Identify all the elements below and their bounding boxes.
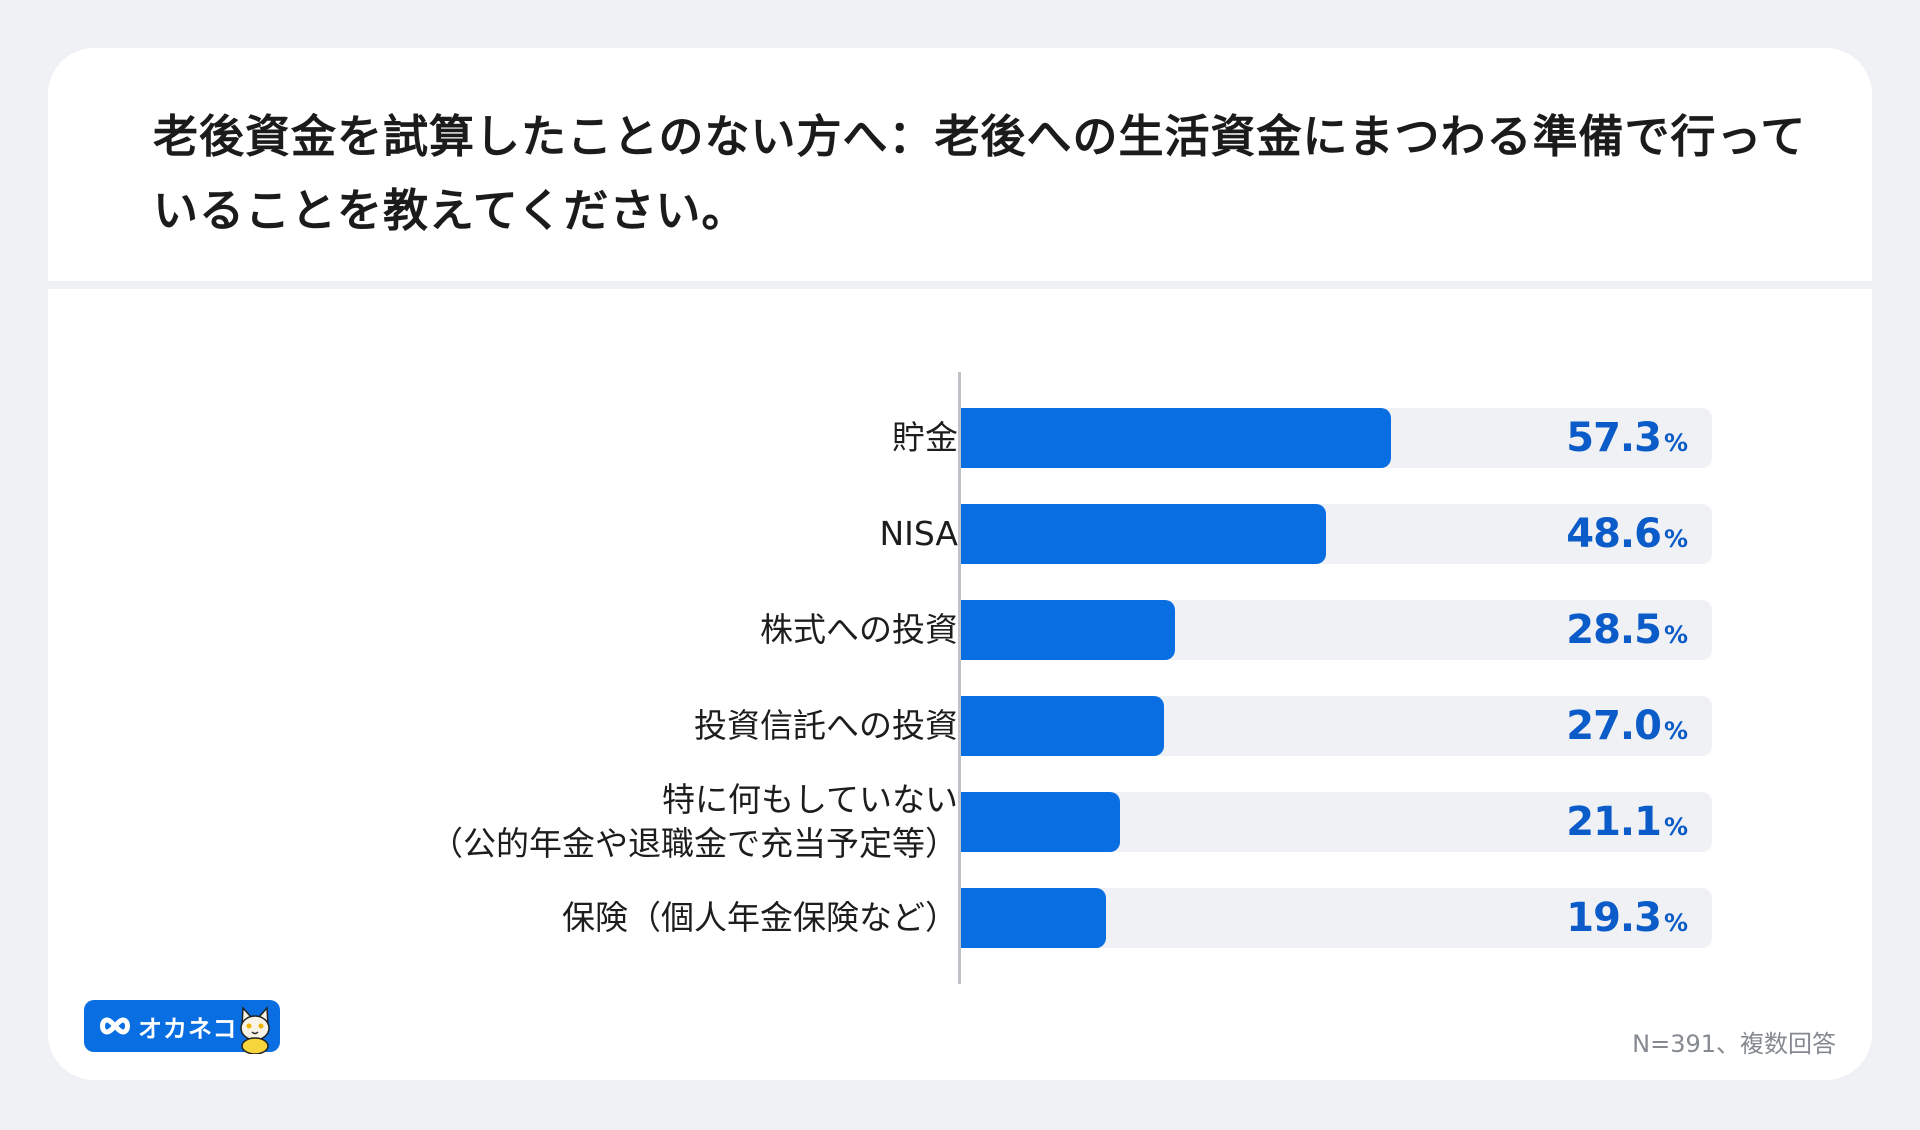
bar-track: 19.3% [961, 888, 1712, 948]
chart-card: 老後資金を試算したことのない方へ：老後への生活資金にまつわる準備で行っていること… [48, 48, 1872, 1080]
value-number: 28.5 [1566, 607, 1662, 653]
category-label: NISA [879, 504, 958, 564]
category-label-line: 保険（個人年金保険など） [562, 898, 958, 937]
value-unit: % [1663, 909, 1688, 937]
value-unit: % [1663, 813, 1688, 841]
value-number: 19.3 [1566, 895, 1662, 941]
bar-track: 27.0% [961, 696, 1712, 756]
category-label-line: 貯金 [892, 418, 958, 457]
value-number: 21.1 [1566, 799, 1662, 845]
infinity-icon [100, 1017, 130, 1035]
value-number: 27.0 [1566, 703, 1662, 749]
bar-row: 貯金 57.3% [48, 408, 1872, 468]
bar-row: 株式への投資 28.5% [48, 600, 1872, 660]
value-label: 28.5% [1566, 600, 1688, 660]
category-axis-line [958, 372, 961, 984]
bar-row: NISA 48.6% [48, 504, 1872, 564]
bar [961, 408, 1392, 468]
bar-chart: 貯金 57.3% NISA 48.6% 株式への投資 28.5% 投資信託への投資 27.0%… [48, 48, 1872, 1080]
value-label: 48.6% [1566, 504, 1688, 564]
bar-track: 28.5% [961, 600, 1712, 660]
category-label: 投資信託への投資 [694, 696, 958, 756]
category-label-line: 特に何もしていない [661, 780, 958, 819]
value-unit: % [1663, 525, 1688, 553]
category-label: 特に何もしていない （公的年金や退職金で充当予定等） [430, 780, 958, 863]
category-label: 貯金 [892, 408, 958, 468]
category-label-line: NISA [879, 514, 958, 553]
bar-track: 57.3% [961, 408, 1712, 468]
title-divider [48, 281, 1872, 289]
bar-row: 特に何もしていない （公的年金や退職金で充当予定等） 21.1% [48, 780, 1872, 863]
bar [961, 792, 1120, 852]
value-number: 48.6 [1566, 511, 1662, 557]
bar-row: 保険（個人年金保険など） 19.3% [48, 888, 1872, 948]
bar [961, 600, 1175, 660]
bar-row: 投資信託への投資 27.0% [48, 696, 1872, 756]
value-unit: % [1663, 429, 1688, 457]
bar [961, 888, 1106, 948]
bar [961, 696, 1164, 756]
value-unit: % [1663, 717, 1688, 745]
title-area: 老後資金を試算したことのない方へ：老後への生活資金にまつわる準備で行っていること… [153, 100, 1813, 248]
value-label: 57.3% [1566, 408, 1688, 468]
bar-track: 21.1% [961, 792, 1712, 852]
bar-track: 48.6% [961, 504, 1712, 564]
logo-brand-text: オカネコ [138, 1014, 238, 1043]
category-label-line: 投資信託への投資 [694, 706, 958, 745]
category-label-line: （公的年金や退職金で充当予定等） [430, 824, 958, 863]
cat-mascot-icon [240, 1006, 270, 1054]
value-number: 57.3 [1566, 415, 1662, 461]
okaneko-logo: オカネコ [84, 1000, 280, 1054]
category-label: 保険（個人年金保険など） [562, 888, 958, 948]
category-label-line: 株式への投資 [760, 610, 958, 649]
value-unit: % [1663, 621, 1688, 649]
sample-note: N=391、複数回答 [1632, 1030, 1836, 1058]
value-label: 19.3% [1566, 888, 1688, 948]
value-label: 27.0% [1566, 696, 1688, 756]
bar [961, 504, 1326, 564]
category-label: 株式への投資 [760, 600, 958, 660]
chart-title: 老後資金を試算したことのない方へ：老後への生活資金にまつわる準備で行っていること… [153, 110, 1807, 237]
value-label: 21.1% [1566, 792, 1688, 852]
